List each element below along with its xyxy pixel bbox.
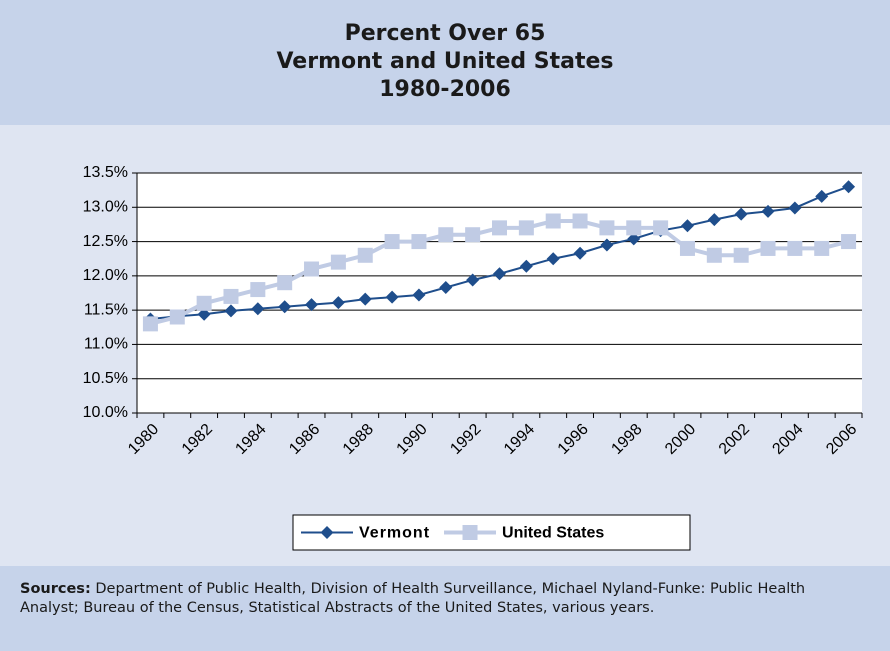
sources-label: Sources:	[20, 581, 91, 597]
title-line: Percent Over 65	[344, 21, 546, 46]
data-point	[706, 247, 722, 263]
header: Percent Over 65 Vermont and United State…	[0, 0, 890, 125]
y-tick-label: 10.5%	[83, 370, 128, 387]
data-point	[814, 240, 830, 256]
data-point	[358, 292, 372, 306]
title-line: Vermont and United States	[276, 49, 614, 74]
x-tick-label: 1980	[125, 421, 162, 458]
data-point	[197, 307, 211, 321]
data-point	[224, 304, 238, 318]
data-point	[439, 281, 453, 295]
data-point	[680, 219, 694, 233]
x-tick-label: 1990	[394, 421, 431, 458]
legend-label: Vermont	[359, 525, 430, 542]
data-point	[572, 213, 588, 229]
x-tick-label: 1986	[286, 421, 323, 458]
data-point	[815, 189, 829, 203]
data-point	[653, 220, 669, 236]
x-tick-label: 1984	[232, 421, 269, 458]
data-point	[679, 240, 695, 256]
chart: 10.0% 10.5% 11.0% 11.5% 12.0% 12.5% 13.0% 13.5%…	[83, 164, 863, 551]
data-point	[546, 252, 560, 266]
x-tick-label: 1996	[555, 421, 592, 458]
data-point	[519, 259, 533, 273]
data-point	[734, 207, 748, 221]
y-tick-label: 13.0%	[83, 199, 128, 216]
title-line: 1980-2006	[379, 77, 511, 102]
x-tick-label: 1988	[340, 421, 377, 458]
data-point	[196, 295, 212, 311]
legend-marker	[462, 525, 478, 540]
y-tick-label: 13.5%	[83, 164, 128, 181]
x-tick-label: 1998	[608, 421, 645, 458]
data-point	[466, 273, 480, 287]
data-point	[330, 254, 346, 270]
legend-marker	[320, 526, 334, 539]
y-tick-label: 12.5%	[83, 233, 128, 250]
data-point	[599, 220, 615, 236]
data-point	[305, 298, 319, 312]
data-point	[142, 316, 158, 332]
data-point	[411, 234, 427, 250]
sources-text: Department of Public Health, Division of…	[20, 581, 806, 616]
x-tick-label: 2004	[769, 421, 806, 458]
data-point	[331, 296, 345, 310]
data-point	[384, 234, 400, 250]
data-point	[733, 247, 749, 263]
data-point	[385, 290, 399, 304]
data-point	[357, 247, 373, 263]
data-point	[518, 220, 534, 236]
data-point	[545, 213, 561, 229]
data-point	[250, 282, 266, 298]
legend: Vermont United States	[292, 514, 691, 551]
y-tick-label: 11.0%	[84, 336, 128, 353]
x-tick-label: 2000	[662, 421, 699, 458]
data-point	[707, 213, 721, 227]
data-point	[169, 309, 185, 325]
data-point	[573, 246, 587, 260]
data-point	[465, 227, 481, 243]
data-point	[788, 201, 802, 215]
data-point	[626, 220, 642, 236]
data-point	[223, 288, 239, 304]
data-point	[493, 267, 506, 281]
data-point	[412, 288, 426, 302]
data-point	[760, 240, 776, 256]
y-tick-label: 10.0%	[83, 404, 128, 421]
data-point	[278, 300, 292, 314]
data-point	[304, 261, 320, 277]
data-point	[787, 240, 803, 256]
x-tick-label: 2002	[716, 421, 753, 458]
sources: Sources: Department of Public Health, Di…	[0, 566, 890, 651]
data-point	[627, 232, 641, 246]
data-point	[841, 234, 857, 250]
x-tick-label: 1994	[501, 421, 538, 458]
data-point	[277, 275, 293, 291]
legend-label: United States	[502, 525, 604, 542]
y-tick-label: 11.5%	[84, 301, 128, 318]
x-tick-label: 1992	[447, 421, 484, 458]
data-point	[438, 227, 454, 243]
data-point	[251, 302, 265, 316]
x-tick-label: 1982	[179, 421, 216, 458]
data-point	[600, 238, 614, 252]
data-point	[761, 204, 775, 218]
x-tick-label: 2006	[823, 421, 860, 458]
data-point	[492, 220, 507, 236]
y-tick-label: 12.0%	[83, 267, 128, 284]
data-point	[842, 180, 856, 194]
